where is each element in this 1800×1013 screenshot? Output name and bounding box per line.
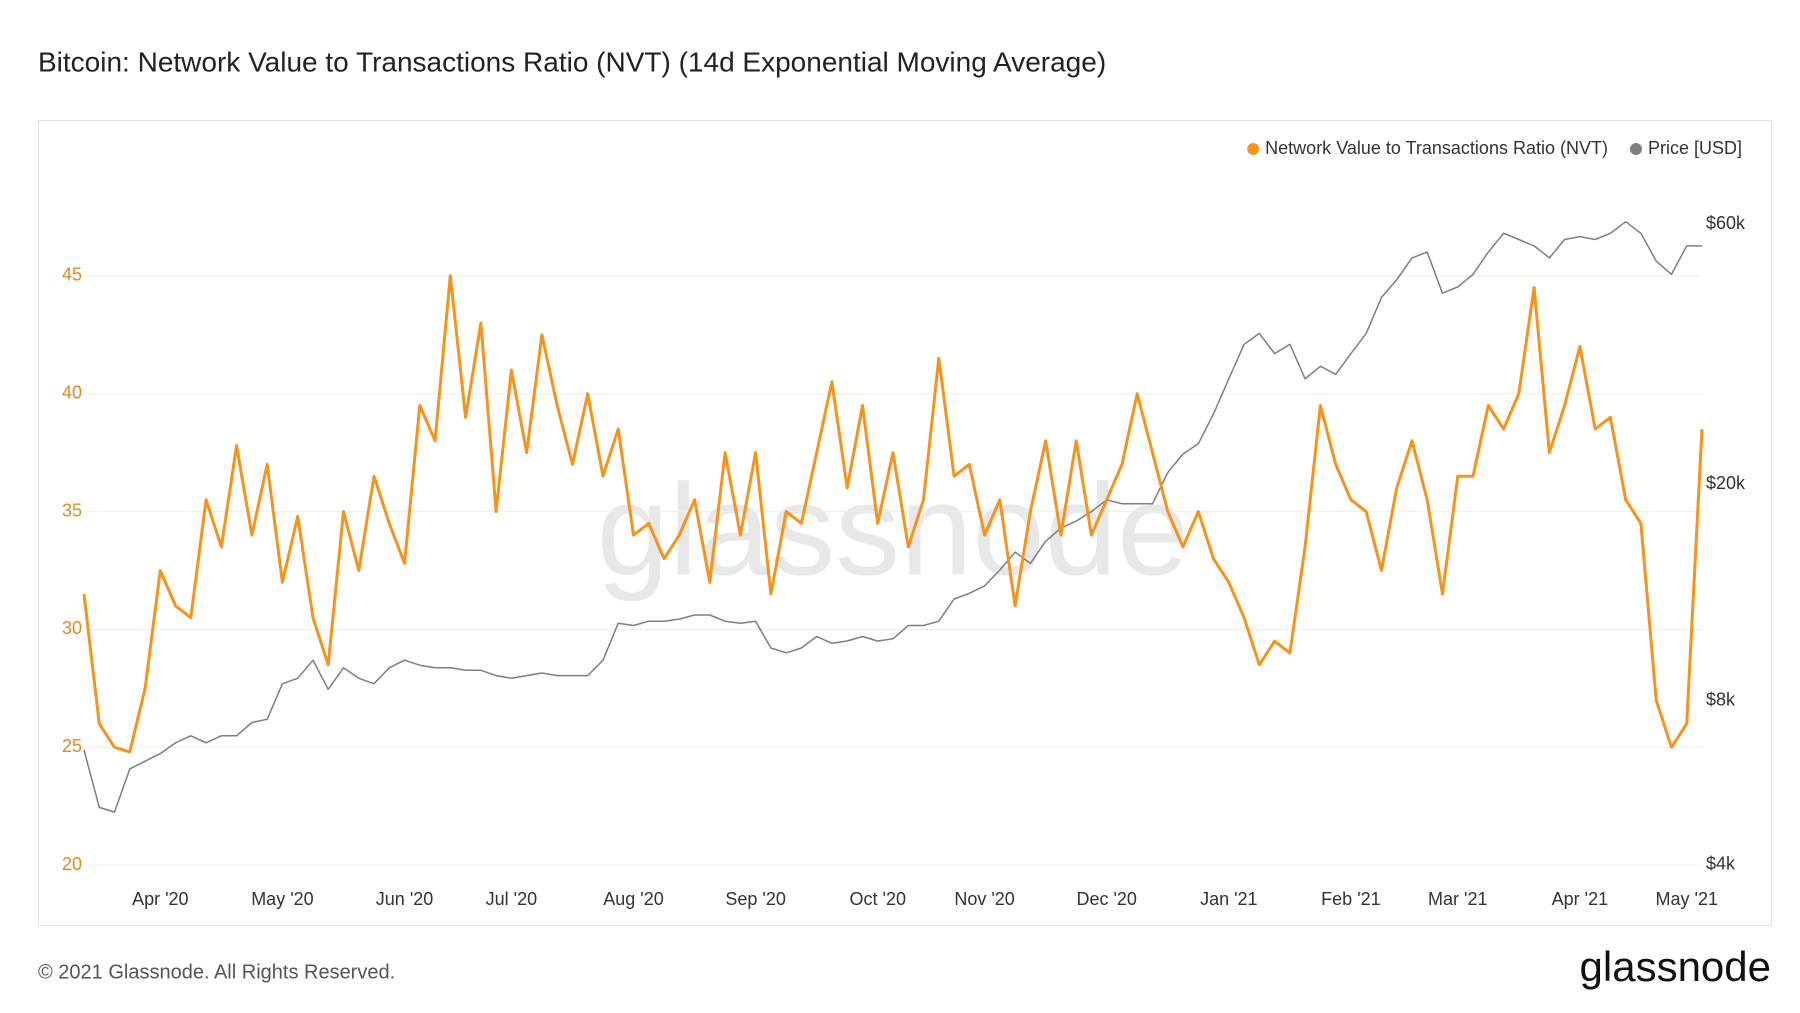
y2-tick-label: $20k bbox=[1706, 473, 1746, 493]
footer: © 2021 Glassnode. All Rights Reserved. bbox=[38, 961, 395, 983]
x-tick-label: May '21 bbox=[1656, 889, 1718, 909]
y2-tick-label: $60k bbox=[1706, 213, 1746, 233]
x-tick-label: Mar '21 bbox=[1428, 889, 1487, 909]
legend-swatch bbox=[1629, 143, 1642, 155]
y-tick-label: 30 bbox=[62, 618, 82, 638]
x-tick-label: Sep '20 bbox=[725, 889, 786, 909]
y2-tick-label: $8k bbox=[1706, 690, 1736, 710]
x-tick-label: Feb '21 bbox=[1321, 889, 1380, 909]
y-tick-label: 45 bbox=[62, 265, 82, 285]
watermark: glassnode bbox=[597, 456, 1190, 602]
y2-tick-label: $4k bbox=[1706, 854, 1736, 874]
series-line bbox=[83, 220, 1702, 813]
x-tick-label: May '20 bbox=[251, 889, 313, 909]
x-tick-label: Apr '20 bbox=[132, 889, 188, 909]
y-tick-label: 35 bbox=[62, 500, 82, 520]
x-tick-label: Nov '20 bbox=[954, 889, 1014, 909]
series-line bbox=[82, 274, 1704, 754]
x-tick-label: Jan '21 bbox=[1200, 889, 1257, 909]
x-tick-label: Oct '20 bbox=[850, 889, 906, 909]
x-tick-label: Jun '20 bbox=[376, 889, 433, 909]
chart-title: Bitcoin: Network Value to Transactions R… bbox=[38, 46, 1106, 77]
legend-label: Price [USD] bbox=[1648, 138, 1742, 158]
legend-label: Network Value to Transactions Ratio (NVT… bbox=[1265, 138, 1608, 158]
y-tick-label: 25 bbox=[62, 736, 82, 756]
x-tick-label: Jul '20 bbox=[486, 889, 537, 909]
x-tick-label: Apr '21 bbox=[1552, 889, 1608, 909]
x-tick-label: Aug '20 bbox=[603, 889, 664, 909]
y-tick-label: 20 bbox=[62, 854, 82, 874]
x-tick-label: Dec '20 bbox=[1076, 889, 1136, 909]
legend-swatch bbox=[1247, 143, 1260, 155]
y-tick-label: 40 bbox=[62, 382, 82, 402]
brand-logo: glassnode bbox=[1580, 943, 1771, 990]
